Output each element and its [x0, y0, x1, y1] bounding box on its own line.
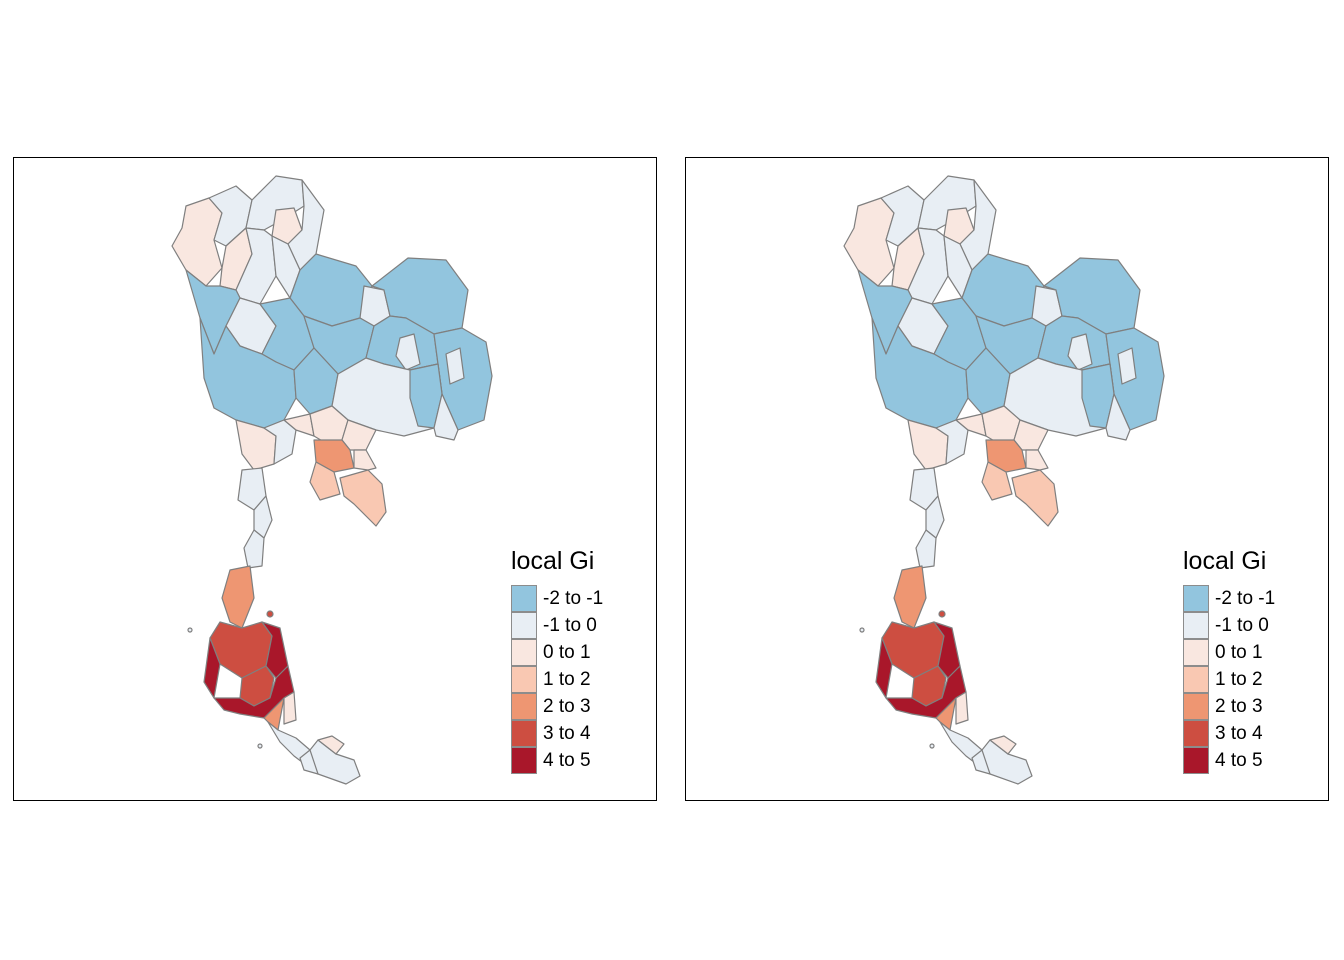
province [317, 735, 345, 755]
province [1025, 449, 1049, 471]
legend-items: -2 to -1 -1 to 0 0 to 1 1 to 2 2 to 3 3 to 4 4… [1183, 585, 1275, 774]
legend-swatch [511, 693, 537, 720]
province [939, 721, 1033, 785]
legend-title: local Gi [1183, 547, 1267, 575]
choropleth-map [843, 175, 1165, 785]
province [171, 197, 223, 287]
legend-item: -2 to -1 [511, 585, 603, 612]
legend-swatch [1183, 639, 1209, 666]
legend-swatch [511, 747, 537, 774]
legend-label: -2 to -1 [1215, 587, 1276, 609]
island [929, 743, 935, 749]
legend-swatch [1183, 666, 1209, 693]
island [257, 743, 263, 749]
legend-label: 1 to 2 [1215, 668, 1263, 690]
legend-swatch [511, 720, 537, 747]
province [339, 469, 387, 527]
province [893, 565, 927, 629]
legend-item: 1 to 2 [511, 666, 603, 693]
legend-label: 3 to 4 [1215, 722, 1263, 744]
legend-item: 0 to 1 [511, 639, 603, 666]
legend-item: -2 to -1 [1183, 585, 1275, 612]
legend-item: 4 to 5 [511, 747, 603, 774]
legend-swatch [511, 585, 537, 612]
legend-label: -1 to 0 [543, 614, 597, 636]
island [938, 610, 946, 618]
province [971, 749, 991, 775]
legend-item: 2 to 3 [1183, 693, 1275, 720]
legend-swatch [511, 612, 537, 639]
legend-item: -1 to 0 [1183, 612, 1275, 639]
legend-item: 3 to 4 [511, 720, 603, 747]
province [1117, 347, 1137, 385]
legend-item: 3 to 4 [1183, 720, 1275, 747]
province [213, 665, 295, 719]
province [267, 721, 361, 785]
province [221, 565, 255, 629]
province [1105, 393, 1131, 441]
island [266, 610, 274, 618]
legend-title: local Gi [511, 547, 595, 575]
legend-label: 1 to 2 [543, 668, 591, 690]
province [353, 449, 377, 471]
province [309, 461, 341, 501]
legend-label: 4 to 5 [543, 749, 591, 771]
legend: local Gi -2 to -1 -1 to 0 0 to 1 1 to 2 2 to… [511, 546, 603, 774]
province [283, 691, 297, 725]
province [243, 529, 265, 569]
legend-swatch [511, 666, 537, 693]
island [859, 627, 865, 633]
legend-item: 0 to 1 [1183, 639, 1275, 666]
province [925, 495, 945, 539]
legend-label: 2 to 3 [1215, 695, 1263, 717]
province [885, 665, 967, 719]
legend-label: -1 to 0 [1215, 614, 1269, 636]
legend-swatch [511, 639, 537, 666]
province [433, 393, 459, 441]
province [915, 529, 937, 569]
province [253, 495, 273, 539]
legend-swatch [1183, 720, 1209, 747]
legend-label: 4 to 5 [1215, 749, 1263, 771]
province [1011, 469, 1059, 527]
legend-label: 3 to 4 [543, 722, 591, 744]
island [187, 627, 193, 633]
legend-swatch [1183, 747, 1209, 774]
province [955, 691, 969, 725]
province [989, 735, 1017, 755]
province [395, 333, 421, 371]
legend-item: 1 to 2 [1183, 666, 1275, 693]
map-panel-left: local Gi -2 to -1 -1 to 0 0 to 1 1 to 2 2 to… [13, 157, 657, 801]
legend-label: 0 to 1 [543, 641, 591, 663]
legend-item: 2 to 3 [511, 693, 603, 720]
choropleth-map [171, 175, 493, 785]
province [843, 197, 895, 287]
legend-swatch [1183, 693, 1209, 720]
legend-swatch [1183, 585, 1209, 612]
legend-item: 4 to 5 [1183, 747, 1275, 774]
province [981, 461, 1013, 501]
legend-label: -2 to -1 [543, 587, 604, 609]
legend-items: -2 to -1 -1 to 0 0 to 1 1 to 2 2 to 3 3 to 4 4… [511, 585, 603, 774]
province [1067, 333, 1093, 371]
legend-item: -1 to 0 [511, 612, 603, 639]
province [445, 347, 465, 385]
legend-swatch [1183, 612, 1209, 639]
map-panel-right: local Gi -2 to -1 -1 to 0 0 to 1 1 to 2 2 to… [685, 157, 1329, 801]
legend-label: 0 to 1 [1215, 641, 1263, 663]
province [299, 749, 319, 775]
legend-label: 2 to 3 [543, 695, 591, 717]
legend: local Gi -2 to -1 -1 to 0 0 to 1 1 to 2 2 to… [1183, 546, 1275, 774]
